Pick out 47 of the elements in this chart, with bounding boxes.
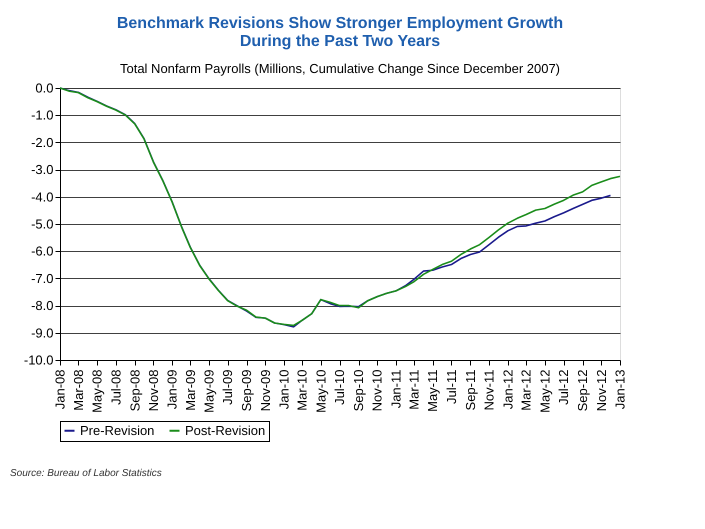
x-tick-label: May-11 <box>425 370 440 412</box>
x-tick-label: Jul-08 <box>108 370 124 405</box>
y-tick-label: 0.0 <box>35 80 54 96</box>
x-tick-label: Sep-12 <box>575 370 590 412</box>
x-tick-label: Sep-10 <box>351 370 366 412</box>
source-note: Source: Bureau of Labor Statistics <box>10 468 162 479</box>
y-tick-label: -10.0 <box>24 352 54 368</box>
x-tick-label: Jan-09 <box>164 370 180 410</box>
x-tick-label: May-08 <box>90 370 105 413</box>
x-tick-label: Nov-11 <box>482 370 497 410</box>
x-tick-label: Jul-11 <box>444 370 459 404</box>
x-tick-label: Nov-09 <box>258 370 273 412</box>
x-tick-label: Jan-08 <box>52 370 68 410</box>
x-tick-label: Jul-12 <box>556 370 572 405</box>
x-tick-label: Jul-09 <box>220 370 236 405</box>
y-tick-label: -3.0 <box>31 162 54 178</box>
x-tick-label: Jul-10 <box>332 370 348 405</box>
y-tick-label: -2.0 <box>31 134 54 150</box>
legend-label: Pre-Revision <box>80 422 154 438</box>
x-tick-label: Jan-10 <box>276 370 292 410</box>
y-tick-label: -5.0 <box>31 216 54 232</box>
x-tick-label: Jan-12 <box>500 370 516 410</box>
x-tick-label: May-09 <box>201 370 216 413</box>
y-tick-label: -7.0 <box>31 270 54 286</box>
x-tick-label: May-10 <box>313 370 328 413</box>
x-tick-label: Nov-08 <box>146 370 161 412</box>
x-tick-label: Sep-11 <box>462 370 478 410</box>
x-tick-label: Mar-08 <box>70 370 86 411</box>
x-tick-label: Nov-10 <box>370 370 385 412</box>
y-tick-label: -6.0 <box>31 244 54 259</box>
y-tick-label: -1.0 <box>31 108 54 123</box>
x-tick-label: Mar-11 <box>406 370 422 410</box>
x-tick-label: May-12 <box>537 370 552 413</box>
x-tick-label: Sep-09 <box>239 370 254 412</box>
x-tick-label: Jan-11 <box>388 370 404 408</box>
x-tick-label: Nov-12 <box>594 370 609 412</box>
x-tick-label: Mar-12 <box>518 370 534 411</box>
y-tick-label: -4.0 <box>31 189 54 204</box>
chart-title: Benchmark Revisions Show Stronger Employment Growth During the Past Two Years <box>116 15 564 50</box>
x-tick-label: Mar-09 <box>182 370 198 411</box>
legend-label: Post-Revision <box>185 422 266 438</box>
y-tick-label: -8.0 <box>31 298 54 314</box>
y-tick-label: -9.0 <box>31 325 54 340</box>
x-tick-label: Sep-08 <box>127 370 142 412</box>
chart-subtitle: Total Nonfarm Payrolls (Millions, Cumulative Change Since December 2007) <box>120 61 560 76</box>
x-tick-label: Jan-13 <box>612 370 628 410</box>
x-tick-label: Mar-10 <box>294 370 310 411</box>
